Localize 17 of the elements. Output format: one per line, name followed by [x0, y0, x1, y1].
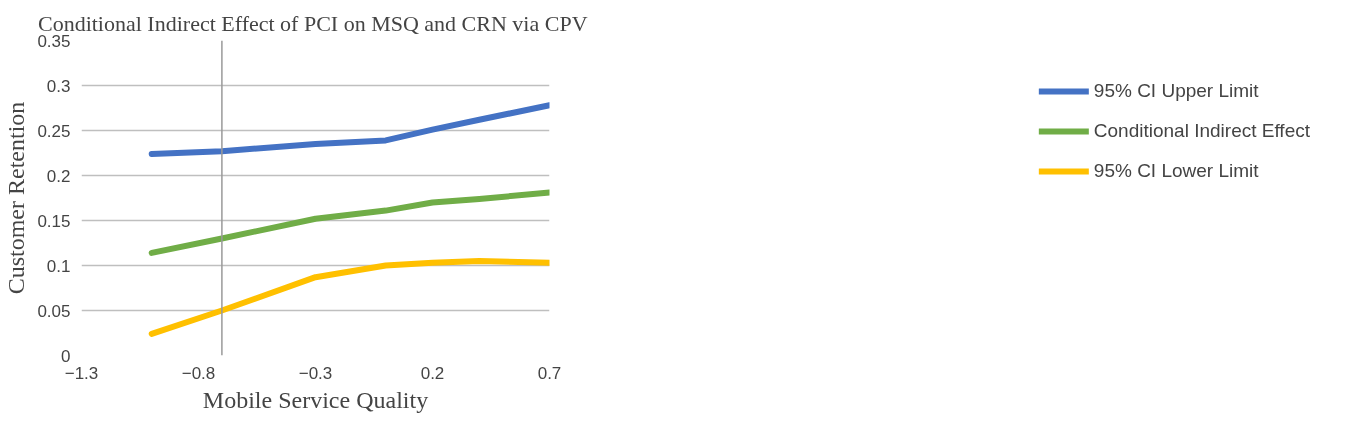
- x-tick-label: −1.3: [64, 363, 99, 383]
- y-tick-label: 0.05: [37, 301, 71, 321]
- y-tick-label: 0.25: [37, 121, 71, 141]
- y-tick-label: 0.1: [46, 256, 71, 276]
- y-tick-label: 0.2: [46, 166, 71, 186]
- y-tick-label: 0.3: [46, 76, 71, 96]
- x-tick-label: 0.2: [420, 363, 445, 383]
- x-tick-label: −0.8: [181, 363, 216, 383]
- y-tick-label: 0.15: [37, 211, 71, 231]
- y-axis-title: Customer Retention: [3, 101, 30, 295]
- x-axis-title: Mobile Service Quality: [202, 386, 429, 413]
- x-tick-label: 0.7: [537, 363, 562, 383]
- legend-label: 95% CI Upper Limit: [1093, 80, 1259, 102]
- legend-label: Conditional Indirect Effect: [1093, 120, 1310, 142]
- legend-label: 95% CI Lower Limit: [1093, 160, 1259, 182]
- x-tick-label: −0.3: [298, 363, 333, 383]
- y-tick-label: 0: [61, 346, 71, 366]
